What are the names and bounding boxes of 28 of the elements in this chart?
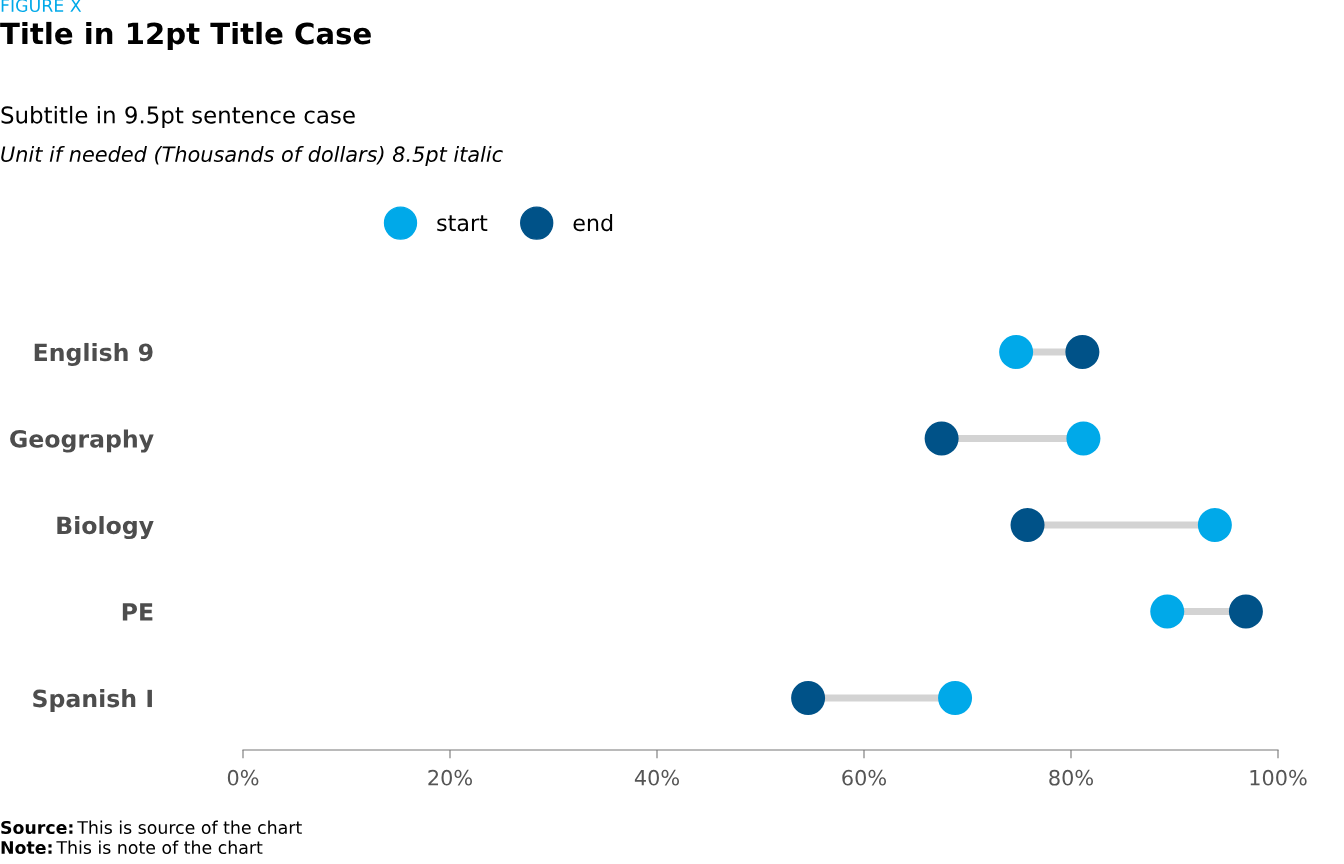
point [999,334,1034,369]
text: Note: This is note of the chart [1,840,263,855]
x-tick-label: 100% [1250,769,1307,786]
chart-title: Title in 12pt Title Case [0,21,371,51]
x-tick-label: 60% [842,769,886,786]
point [938,681,973,716]
legend-label: start [437,215,488,232]
x-tick-label: 0% [227,769,259,786]
point [1065,334,1100,369]
legend-label: end [573,214,613,232]
point [1066,421,1101,456]
y-tick-label: Biology [57,516,154,540]
y-tick-label: Spanish I [33,689,152,712]
x-tick-label: 80% [1049,769,1093,786]
point [924,421,959,456]
y-tick-label: English 9 [34,342,153,366]
point [1197,507,1232,543]
chart-subtitle: Subtitle in 9.5pt sentence case [1,105,355,129]
point [1150,594,1185,629]
y-tick-label: PE [122,603,153,621]
text: Unit if needed (Thousands of dollars) 8.5pt italic [1,145,503,167]
x-tick-label: 20% [428,769,472,786]
point [1010,507,1045,543]
source-note: Source: This is source of the chart [1,820,302,835]
point [1228,594,1263,629]
point [791,681,826,716]
x-tick-label: 40% [634,769,679,786]
y-tick-label: Geography [10,429,154,453]
